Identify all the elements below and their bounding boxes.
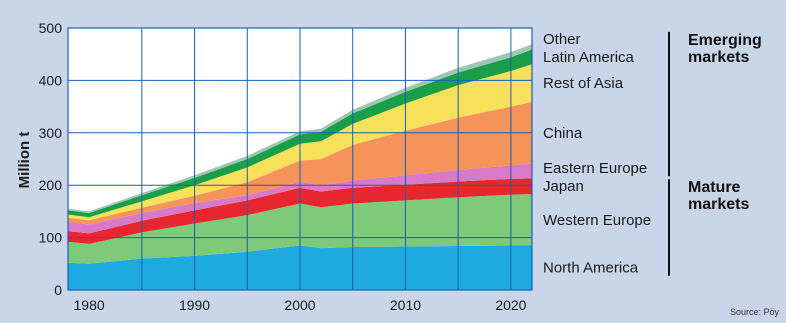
area-other xyxy=(68,44,532,214)
y-tick-label: 100 xyxy=(39,230,63,246)
series-label-western-europe: Western Europe xyxy=(543,212,651,229)
y-axis-label: Million t xyxy=(16,132,33,189)
area-eastern-europe xyxy=(68,163,532,234)
x-tick-label: 1980 xyxy=(74,297,105,313)
series-label-eastern-europe: Eastern Europe xyxy=(543,160,647,177)
y-tick-label: 300 xyxy=(39,125,63,141)
series-label-china: China xyxy=(543,125,583,142)
series-label-japan: Japan xyxy=(543,178,584,195)
x-tick-label: 2010 xyxy=(390,297,421,313)
group-label-emerging-markets: Emerging xyxy=(688,32,762,49)
source-note: Source: Pöy xyxy=(730,307,780,317)
series-label-rest-of-asia: Rest of Asia xyxy=(543,75,624,92)
y-tick-label: 200 xyxy=(39,177,63,193)
y-tick-label: 0 xyxy=(54,282,62,298)
series-label-latin-america: Latin America xyxy=(543,49,635,66)
group-label-mature-markets: markets xyxy=(688,196,749,213)
area-latin-america xyxy=(68,49,532,218)
series-label-other: Other xyxy=(543,31,581,48)
area-rest-of-asia xyxy=(68,64,532,221)
group-label-mature-markets: Mature xyxy=(688,179,741,196)
chart-grid xyxy=(67,27,533,291)
x-tick-label: 1990 xyxy=(179,297,210,313)
x-tick-label: 2020 xyxy=(495,297,526,313)
x-axis-ticks: 1980 1990 2000 2010 2020 xyxy=(74,297,527,313)
y-tick-label: 400 xyxy=(39,72,63,88)
group-label-emerging-markets: markets xyxy=(688,49,749,66)
series-label-north-america: North America xyxy=(543,260,639,277)
x-tick-label: 2000 xyxy=(284,297,315,313)
plot-frame xyxy=(67,27,533,291)
series-labels: North America Western Europe JapanEastern … xyxy=(543,31,651,277)
y-tick-label: 500 xyxy=(39,20,63,36)
area-japan xyxy=(68,178,532,244)
y-axis-ticks: 0 100 200 300 400 500 xyxy=(39,20,63,298)
